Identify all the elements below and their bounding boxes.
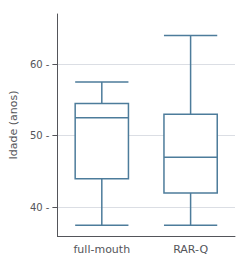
svg-text:40 -: 40 -: [30, 202, 50, 213]
svg-text:60 -: 60 -: [30, 59, 50, 70]
svg-text:full-mouth: full-mouth: [73, 243, 130, 256]
svg-text:RAR-Q: RAR-Q: [173, 243, 208, 256]
svg-text:50 -: 50 -: [30, 130, 50, 141]
svg-text:Idade (anos): Idade (anos): [7, 91, 20, 160]
